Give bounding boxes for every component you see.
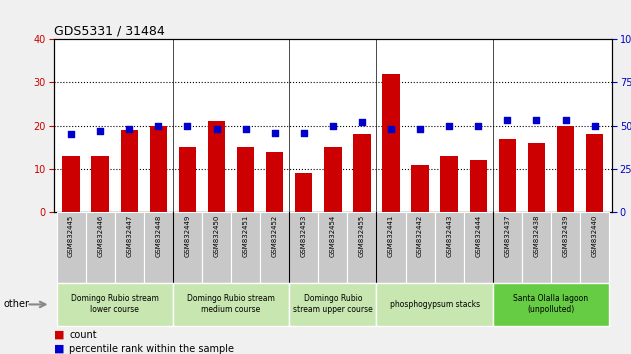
Bar [528, 143, 545, 212]
Text: GSM832453: GSM832453 [301, 215, 307, 257]
Text: GSM832446: GSM832446 [97, 215, 103, 257]
Text: GSM832441: GSM832441 [388, 215, 394, 257]
Bar [115, 212, 144, 283]
Point [589, 123, 599, 129]
Bar [377, 283, 493, 326]
Point [153, 123, 163, 129]
Text: GSM832454: GSM832454 [330, 215, 336, 257]
Bar [411, 165, 429, 212]
Bar [580, 212, 609, 283]
Text: GSM832444: GSM832444 [475, 215, 481, 257]
Bar [493, 283, 609, 326]
Point [357, 119, 367, 125]
Text: GSM832442: GSM832442 [417, 215, 423, 257]
Text: Domingo Rubio stream
lower course: Domingo Rubio stream lower course [71, 295, 158, 314]
Bar [493, 212, 522, 283]
Bar [237, 147, 254, 212]
Bar [469, 160, 487, 212]
Text: GSM832455: GSM832455 [359, 215, 365, 257]
Point [415, 126, 425, 132]
Bar [353, 135, 370, 212]
Point [328, 123, 338, 129]
Bar [348, 212, 377, 283]
Bar [377, 212, 406, 283]
Bar [464, 212, 493, 283]
Bar [208, 121, 225, 212]
Bar [260, 212, 289, 283]
Bar [121, 130, 138, 212]
Text: GSM832451: GSM832451 [242, 215, 249, 257]
Point [298, 130, 309, 136]
Bar [557, 126, 574, 212]
Bar [586, 135, 603, 212]
Point [211, 126, 221, 132]
Text: Domingo Rubio stream
medium course: Domingo Rubio stream medium course [187, 295, 275, 314]
Point [531, 118, 541, 123]
Text: GSM832437: GSM832437 [504, 215, 510, 257]
Text: GSM832440: GSM832440 [592, 215, 598, 257]
Bar [440, 156, 458, 212]
Bar [406, 212, 435, 283]
Text: percentile rank within the sample: percentile rank within the sample [69, 344, 234, 354]
Text: GSM832439: GSM832439 [562, 215, 569, 257]
Text: phosphogypsum stacks: phosphogypsum stacks [389, 300, 480, 309]
Point [269, 130, 280, 136]
Bar [295, 173, 312, 212]
Point [473, 123, 483, 129]
Bar [91, 156, 109, 212]
Bar [86, 212, 115, 283]
Point [560, 118, 570, 123]
Bar [435, 212, 464, 283]
Point [182, 123, 192, 129]
Bar [144, 212, 173, 283]
Text: GSM832449: GSM832449 [184, 215, 191, 257]
Text: ■: ■ [54, 330, 64, 339]
Bar [202, 212, 231, 283]
Point [444, 123, 454, 129]
Bar [266, 152, 283, 212]
Text: Santa Olalla lagoon
(unpolluted): Santa Olalla lagoon (unpolluted) [514, 295, 589, 314]
Text: GSM832450: GSM832450 [213, 215, 220, 257]
Bar [173, 212, 202, 283]
Bar [173, 283, 289, 326]
Bar [498, 139, 516, 212]
Text: GSM832438: GSM832438 [533, 215, 540, 257]
Bar [324, 147, 341, 212]
Bar [231, 212, 260, 283]
Point [386, 126, 396, 132]
Bar [289, 212, 318, 283]
Bar [318, 212, 348, 283]
Text: other: other [3, 299, 29, 309]
Bar [522, 212, 551, 283]
Point [66, 132, 76, 137]
Bar [382, 74, 400, 212]
Text: GDS5331 / 31484: GDS5331 / 31484 [54, 24, 165, 37]
Bar [57, 283, 173, 326]
Text: count: count [69, 330, 97, 339]
Text: GSM832447: GSM832447 [126, 215, 133, 257]
Bar [551, 212, 580, 283]
Text: Domingo Rubio
stream upper course: Domingo Rubio stream upper course [293, 295, 373, 314]
Text: GSM832445: GSM832445 [68, 215, 74, 257]
Bar [179, 147, 196, 212]
Bar [62, 156, 80, 212]
Point [240, 126, 251, 132]
Text: ■: ■ [54, 344, 64, 354]
Text: GSM832452: GSM832452 [272, 215, 278, 257]
Text: GSM832448: GSM832448 [155, 215, 162, 257]
Text: GSM832443: GSM832443 [446, 215, 452, 257]
Bar [150, 126, 167, 212]
Bar [57, 212, 86, 283]
Point [124, 126, 134, 132]
Point [95, 128, 105, 134]
Point [502, 118, 512, 123]
Bar [289, 283, 377, 326]
